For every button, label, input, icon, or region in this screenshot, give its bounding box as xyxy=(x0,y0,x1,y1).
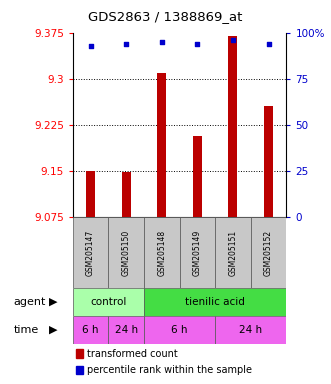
FancyBboxPatch shape xyxy=(215,316,286,344)
Text: GSM205148: GSM205148 xyxy=(157,229,166,276)
Text: control: control xyxy=(90,297,126,307)
Text: GDS2863 / 1388869_at: GDS2863 / 1388869_at xyxy=(88,10,243,23)
FancyBboxPatch shape xyxy=(179,217,215,288)
Text: 6 h: 6 h xyxy=(171,325,188,335)
Text: GSM205151: GSM205151 xyxy=(228,229,237,276)
Text: tienilic acid: tienilic acid xyxy=(185,297,245,307)
Bar xyxy=(157,73,166,217)
Text: 24 h: 24 h xyxy=(239,325,262,335)
Text: transformed count: transformed count xyxy=(87,349,177,359)
Point xyxy=(195,41,200,47)
FancyBboxPatch shape xyxy=(109,316,144,344)
Text: ▶: ▶ xyxy=(49,325,58,335)
Point xyxy=(159,39,165,45)
Bar xyxy=(264,106,273,217)
FancyBboxPatch shape xyxy=(73,288,144,316)
Point xyxy=(88,43,93,49)
FancyBboxPatch shape xyxy=(251,217,286,288)
Text: 24 h: 24 h xyxy=(115,325,138,335)
FancyBboxPatch shape xyxy=(73,217,109,288)
Text: ▶: ▶ xyxy=(49,297,58,307)
Text: GSM205152: GSM205152 xyxy=(264,229,273,276)
Bar xyxy=(228,36,237,217)
Text: time: time xyxy=(13,325,38,335)
Point xyxy=(230,37,236,43)
Bar xyxy=(86,171,95,217)
FancyBboxPatch shape xyxy=(144,316,215,344)
Text: GSM205147: GSM205147 xyxy=(86,229,95,276)
FancyBboxPatch shape xyxy=(144,288,286,316)
FancyBboxPatch shape xyxy=(215,217,251,288)
Text: 6 h: 6 h xyxy=(82,325,99,335)
FancyBboxPatch shape xyxy=(109,217,144,288)
Text: percentile rank within the sample: percentile rank within the sample xyxy=(87,365,252,375)
FancyBboxPatch shape xyxy=(73,316,109,344)
Text: GSM205149: GSM205149 xyxy=(193,229,202,276)
Text: GSM205150: GSM205150 xyxy=(122,229,131,276)
Point xyxy=(123,41,129,47)
Bar xyxy=(193,136,202,217)
Text: agent: agent xyxy=(13,297,46,307)
Point xyxy=(266,41,271,47)
FancyBboxPatch shape xyxy=(144,217,179,288)
Bar xyxy=(122,172,131,217)
